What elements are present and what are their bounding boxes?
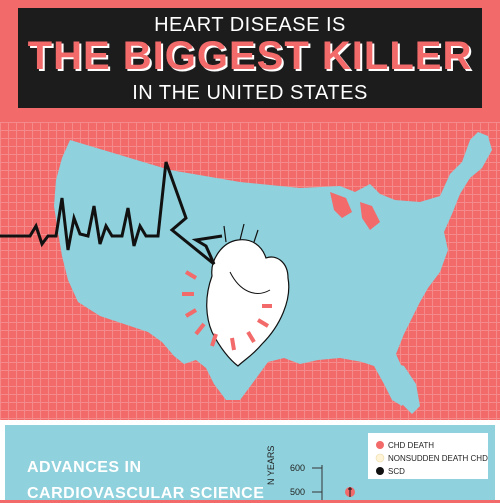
great-lakes [330,192,380,230]
tick-500: 500 [290,487,305,497]
axis-label: N YEARS [266,446,276,485]
advances-heading-1: ADVANCES IN [27,459,142,476]
title-line-2: THE BIGGEST KILLER [27,34,473,78]
legend-dot-scd [376,467,384,475]
pain-rays [182,270,272,351]
title-line-3: IN THE UNITED STATES [132,82,368,104]
mini-chart: N YEARS 600 500 CHD DEATH NONSUDDEN DEAT… [266,433,488,500]
legend-label-nonsudden: NONSUDDEN DEATH CHD [388,454,488,463]
bottom-panel: ADVANCES IN CARDIOVASCULAR SCIENCE N YEA… [5,425,495,502]
legend-dot-chd [376,441,384,449]
header: HEART DISEASE IS THE BIGGEST KILLER IN T… [0,0,500,122]
legend-label-scd: SCD [388,467,405,476]
us-map-illustration [0,132,492,414]
heart-icon [206,223,290,367]
legend-dot-nonsudden [375,453,385,463]
florida-shape [392,362,420,414]
map-section [0,122,500,420]
title-box: HEART DISEASE IS THE BIGGEST KILLER IN T… [18,8,482,108]
heartbeat-line [0,161,223,266]
legend-label-chd: CHD DEATH [388,441,434,450]
title-line-1: HEART DISEASE IS [154,14,346,36]
legend-box [368,433,488,479]
bottom-section: ADVANCES IN CARDIOVASCULAR SCIENCE N YEA… [0,420,500,502]
advances-heading-2: CARDIOVASCULAR SCIENCE [27,485,265,502]
tick-600: 600 [290,463,305,473]
